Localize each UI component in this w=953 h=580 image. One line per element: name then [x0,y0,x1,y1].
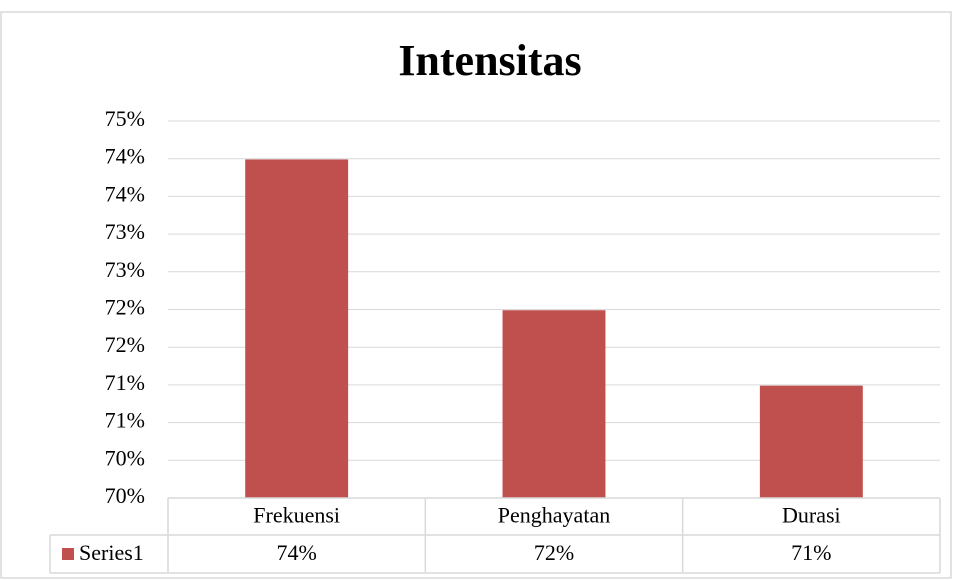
bar [245,159,349,499]
y-tick-label: 74% [105,181,145,206]
y-tick-label: 72% [105,295,145,320]
x-tick-label: Penghayatan [498,503,610,528]
y-tick-label: 74% [105,144,145,169]
y-tick-label: 73% [105,257,145,282]
legend-label: Series1 [79,540,144,565]
y-tick-label: 72% [105,332,145,357]
y-tick-label: 70% [105,445,145,470]
bar [759,385,863,498]
data-label: 74% [277,540,317,565]
y-tick-label: 73% [105,219,145,244]
y-tick-label: 75% [105,106,145,131]
y-tick-label: 71% [105,408,145,433]
data-label: 71% [791,540,831,565]
y-tick-label: 70% [105,483,145,508]
chart-title: Intensitas [398,36,581,85]
x-tick-label: Durasi [782,503,841,528]
data-label: 72% [534,540,574,565]
legend-key [62,548,74,560]
y-tick-label: 71% [105,370,145,395]
x-tick-label: Frekuensi [253,503,340,528]
bar [502,310,606,498]
